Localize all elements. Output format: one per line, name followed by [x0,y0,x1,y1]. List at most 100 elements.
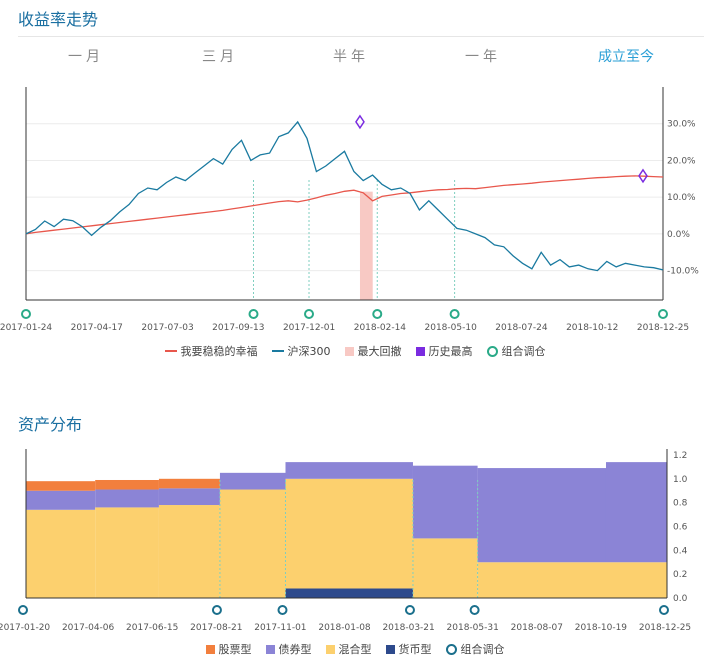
x-tick-label: 2018-08-07 [511,623,563,633]
x-tick-label: 2018-07-24 [495,323,548,333]
tab-one-year[interactable]: 一年 [465,49,501,65]
legend-max-drawdown[interactable]: 最大回撤 [344,343,402,359]
y-tick-label: 20.0% [667,156,696,166]
rebalance-swatch-2 [445,643,457,655]
legend-csi300[interactable]: 沪深300 [271,343,331,359]
peak-swatch [415,346,425,356]
mixed-band [477,562,606,598]
y-tick-label: 0.2 [673,570,687,580]
legend-money[interactable]: 货币型 [385,641,432,657]
bond-band [219,472,286,490]
bond-band [477,468,606,563]
legend-stock[interactable]: 股票型 [205,641,252,657]
rebalance-marker [449,309,460,319]
mixed-band [219,489,286,598]
mixed-band [26,509,96,598]
bond-band [26,490,96,510]
portfolio-swatch [164,350,177,352]
y-tick-label: 30.0% [667,120,696,130]
tab-three-months[interactable]: 三月 [202,49,238,65]
rebalance-marker [469,605,480,615]
max-drawdown-band [359,191,373,300]
x-tick-label: 2017-01-24 [0,323,52,333]
x-tick-label: 2018-12-25 [639,623,691,633]
legend-rebalance-label-2: 组合调仓 [460,643,505,656]
y-tick-label: 0.8 [673,499,688,509]
portfolio-line [25,175,664,235]
x-tick-label: 2017-04-06 [62,623,115,633]
x-tick-label: 2018-05-31 [447,623,499,633]
mixed-band [158,505,220,598]
peak-marker [355,114,365,130]
y-tick-label: 0.0% [667,230,690,240]
allocation-section-title: 资产分布 [18,415,83,434]
allocation-legend: 股票型 债券型 混合型 货币型 组合调仓 [0,641,710,657]
rebalance-marker [658,309,668,319]
period-tabs: 一月 三月 半年 一年 成立至今 [18,46,704,66]
returns-legend: 我要稳稳的幸福 沪深300 最大回撤 历史最高 组合调仓 [0,343,710,359]
x-tick-label: 2017-04-17 [71,323,123,333]
legend-bond[interactable]: 债券型 [265,641,312,657]
legend-stock-label: 股票型 [218,643,252,656]
rebalance-marker [304,309,315,319]
x-tick-label: 2017-08-21 [190,623,242,633]
x-tick-label: 2017-09-13 [212,323,264,333]
stock-band [158,478,220,489]
mixed-band [95,507,159,598]
mixed-band [285,478,413,589]
rebalance-marker [372,309,383,319]
x-tick-label: 2018-10-19 [575,623,628,633]
legend-rebalance-2[interactable]: 组合调仓 [445,641,505,657]
rebalance-marker [659,605,669,615]
returns-line-chart: 30.0% 20.0% 10.0% 0.0% -10.0% 2017-01-24 2017-… [0,87,699,333]
legend-portfolio-label: 我要稳稳的幸福 [180,345,258,358]
y-tick-label: 0.4 [673,546,688,556]
x-tick-label: 2018-10-12 [566,323,618,333]
tab-one-month[interactable]: 一月 [68,49,104,65]
x-tick-label: 2017-11-01 [254,623,306,633]
legend-money-label: 货币型 [398,643,432,656]
mixed-band [605,562,667,598]
money-swatch [385,644,395,654]
y-tick-label: -10.0% [667,267,699,277]
title-divider [18,36,704,37]
bond-band [158,488,220,506]
mixed-swatch [325,644,335,654]
rebalance-marker [404,605,415,615]
tab-half-year[interactable]: 半年 [333,49,369,65]
mixed-band [412,538,478,598]
legend-bond-label: 债券型 [278,643,312,656]
x-tick-label: 2018-03-21 [382,623,434,633]
legend-mixed[interactable]: 混合型 [325,641,372,657]
legend-rebalance-label: 组合调仓 [501,345,546,358]
x-tick-label: 2018-05-10 [425,323,478,333]
rebalance-marker [18,605,28,615]
x-tick-label: 2018-01-08 [318,623,371,633]
legend-mixed-label: 混合型 [338,643,372,656]
returns-section-title: 收益率走势 [18,10,99,29]
bond-band [95,489,159,508]
y-tick-label: 0.6 [673,522,688,532]
bond-swatch [265,644,275,654]
legend-portfolio[interactable]: 我要稳稳的幸福 [164,343,258,359]
y-tick-label: 0.0 [673,594,688,604]
legend-max-drawdown-label: 最大回撤 [357,345,402,358]
rebalance-marker [248,309,259,319]
tab-since-inception[interactable]: 成立至今 [598,49,654,65]
stock-band [95,479,159,490]
x-tick-label: 2017-01-20 [0,623,50,633]
rebalance-marker [21,309,31,319]
bond-band [412,465,478,539]
csi300-line [25,120,664,272]
rebalance-swatch [486,345,498,357]
x-tick-label: 2017-06-15 [126,623,178,633]
rebalance-marker [211,605,222,615]
legend-rebalance[interactable]: 组合调仓 [486,343,546,359]
x-tick-label: 2018-12-25 [637,323,689,333]
money-band [285,588,413,598]
y-tick-label: 1.2 [673,451,687,461]
x-tick-label: 2018-02-14 [354,323,407,333]
y-tick-label: 10.0% [667,193,696,203]
legend-peak[interactable]: 历史最高 [415,343,473,359]
